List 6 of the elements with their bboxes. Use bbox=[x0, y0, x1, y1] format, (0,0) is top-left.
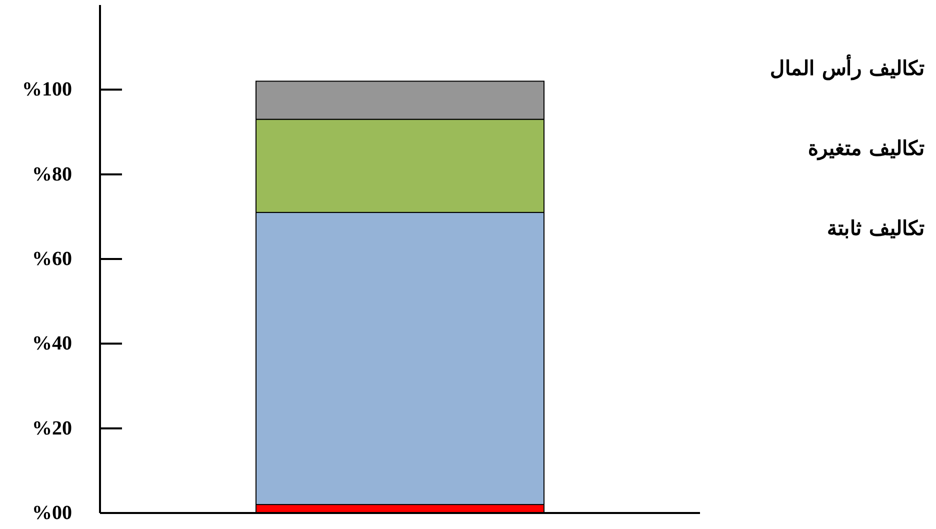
y-tick-label: %80 bbox=[32, 163, 72, 186]
y-tick-label: %100 bbox=[22, 78, 72, 101]
y-tick-label: %20 bbox=[32, 417, 72, 440]
y-tick-label: %60 bbox=[32, 248, 72, 270]
y-tick-label: %00 bbox=[32, 502, 72, 524]
y-tick-label: %40 bbox=[32, 332, 72, 355]
